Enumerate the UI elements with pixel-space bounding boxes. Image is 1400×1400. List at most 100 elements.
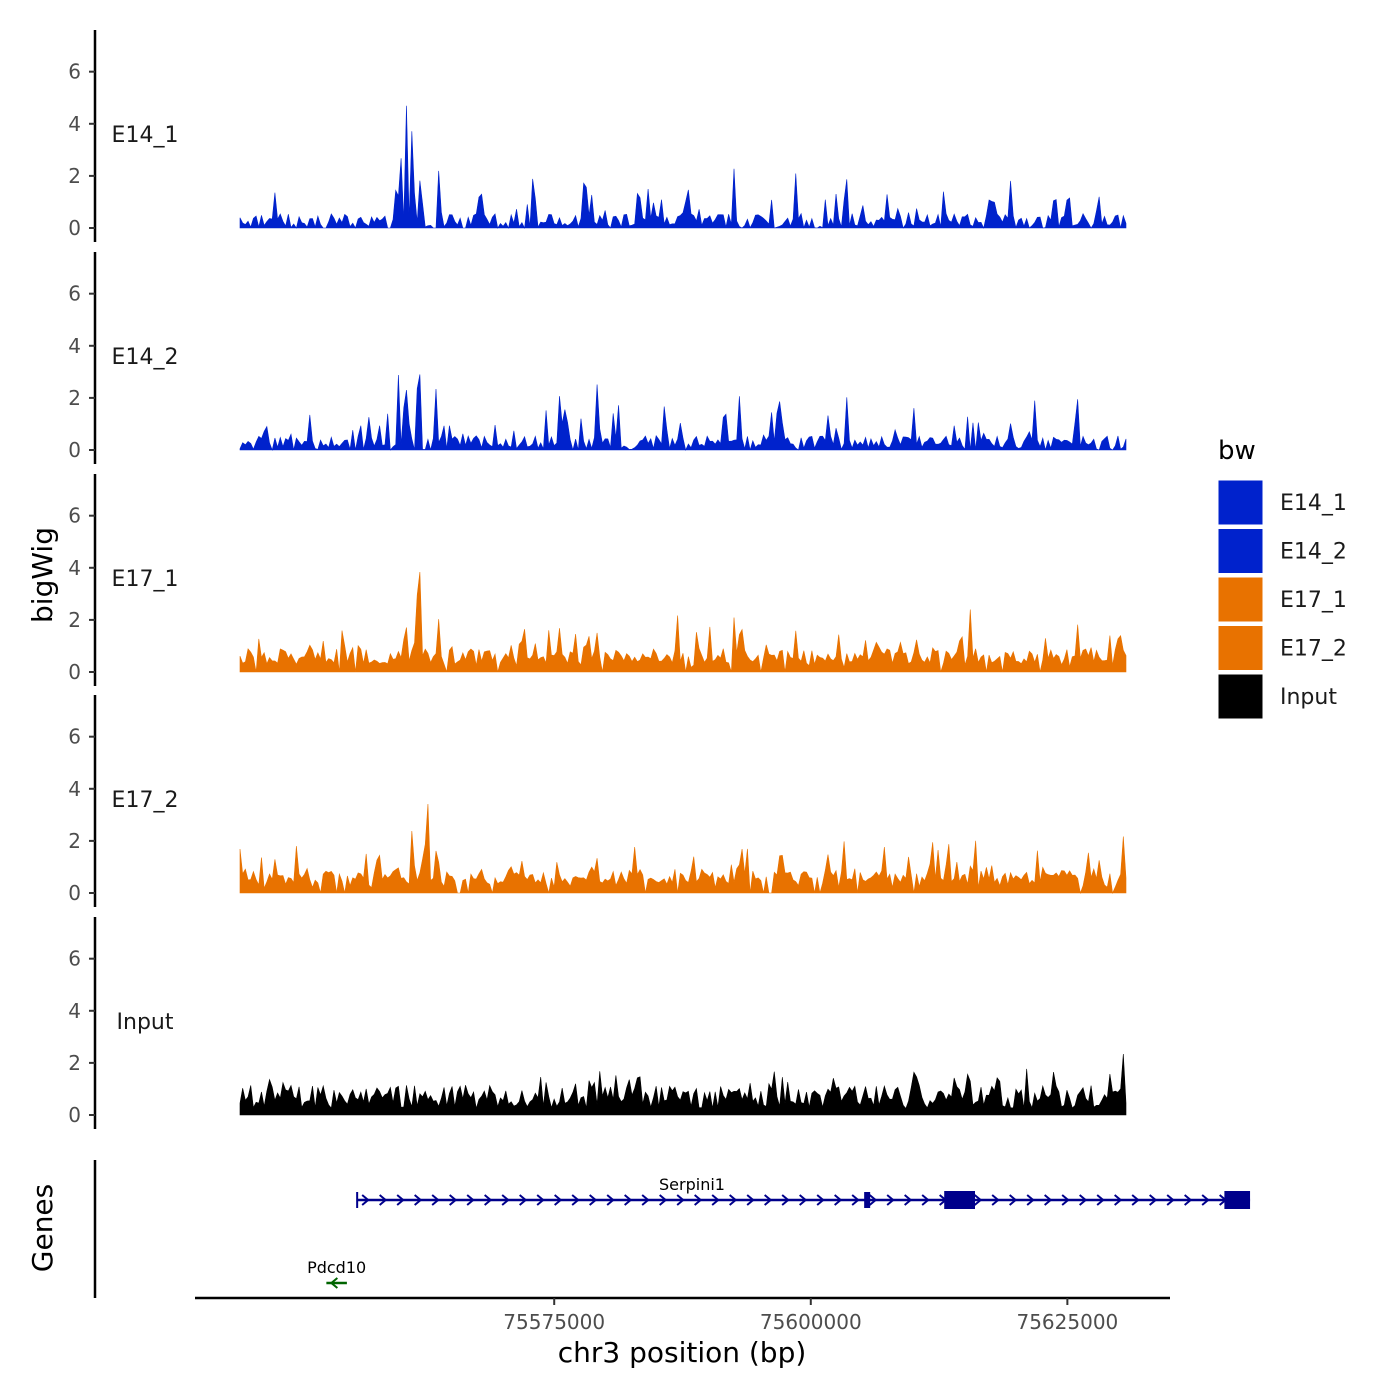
strand-chevron — [414, 1194, 423, 1206]
strand-chevron — [659, 1194, 668, 1206]
legend-label: E17_1 — [1280, 588, 1347, 613]
strand-chevron — [886, 1194, 895, 1206]
strand-chevron — [554, 1194, 563, 1206]
x-axis-title: chr3 position (bp) — [558, 1336, 807, 1369]
y-tick-label: 4 — [68, 112, 81, 136]
y-tick-label: 6 — [68, 725, 81, 749]
track-E14_1: 0 2 4 6 E14_1 — [68, 30, 1127, 242]
y-tick-label: 0 — [68, 438, 81, 462]
strand-chevron — [1131, 1194, 1140, 1206]
strand-chevron — [729, 1194, 738, 1206]
strand-chevron — [361, 1194, 370, 1206]
coverage-area — [239, 1054, 1127, 1116]
strand-chevron — [904, 1194, 913, 1206]
strand-chevron — [991, 1194, 1000, 1206]
strand-chevron — [834, 1194, 843, 1206]
strand-chevron — [1044, 1194, 1053, 1206]
strand-chevron — [641, 1194, 650, 1206]
y-tick-label: 0 — [68, 216, 81, 240]
gene-label: Serpini1 — [659, 1175, 725, 1194]
strand-chevron — [799, 1194, 808, 1206]
track-label: E17_1 — [112, 567, 179, 592]
legend-label: E14_2 — [1280, 540, 1347, 565]
y-tick-label: 6 — [68, 282, 81, 306]
genes-layer: Serpini1 Pdcd10 — [93, 1160, 1251, 1298]
coverage-area — [239, 572, 1127, 673]
y-tick-label: 4 — [68, 777, 81, 801]
strand-chevron — [816, 1194, 825, 1206]
x-tick-label: 75600000 — [760, 1310, 862, 1334]
strand-chevron — [431, 1194, 440, 1206]
strand-chevron — [921, 1194, 930, 1206]
strand-chevron — [1201, 1194, 1210, 1206]
coverage-area — [239, 803, 1127, 895]
legend-label: E14_1 — [1280, 491, 1347, 516]
y-tick-label: 2 — [68, 1051, 81, 1075]
legend-label: Input — [1280, 685, 1337, 710]
y-axis-title: bigWig — [26, 527, 59, 623]
strand-chevron — [329, 1277, 339, 1289]
legend-swatch — [1217, 479, 1264, 526]
legend-swatch — [1217, 528, 1264, 574]
strand-chevron — [536, 1194, 545, 1206]
y-tick-label: 4 — [68, 556, 81, 580]
strand-chevron — [1079, 1194, 1088, 1206]
legend-label: E17_2 — [1280, 637, 1347, 662]
coverage-area — [239, 374, 1127, 452]
y-tick-label: 2 — [68, 608, 81, 632]
legend-title: bw — [1218, 436, 1256, 466]
strand-chevron — [589, 1194, 598, 1206]
strand-chevron — [1061, 1194, 1070, 1206]
y-tick-label: 6 — [68, 504, 81, 528]
strand-chevron — [1149, 1194, 1158, 1206]
strand-chevron — [1114, 1194, 1123, 1206]
genes-axis-title: Genes — [26, 1184, 59, 1272]
strand-chevron — [466, 1194, 475, 1206]
track-Input: 0 2 4 6 Input — [68, 917, 1127, 1129]
x-tick-label: 75625000 — [1016, 1310, 1118, 1334]
legend: bw E14_1 E14_2 E17_1 E17_2 Input — [1217, 436, 1347, 720]
strand-chevron — [764, 1194, 773, 1206]
strand-chevron — [449, 1194, 458, 1206]
strand-chevron — [1096, 1194, 1105, 1206]
y-tick-label: 4 — [68, 334, 81, 358]
track-label: E14_2 — [112, 345, 179, 370]
strand-chevron — [1166, 1194, 1175, 1206]
legend-swatch — [1217, 576, 1264, 623]
x-tick-label: 75575000 — [503, 1310, 605, 1334]
track-label: E17_2 — [112, 788, 179, 813]
track-label: E14_1 — [112, 123, 179, 148]
strand-chevron — [694, 1194, 703, 1206]
y-tick-label: 2 — [68, 164, 81, 188]
y-tick-label: 0 — [68, 1103, 81, 1127]
strand-chevron — [606, 1194, 615, 1206]
legend-swatch — [1217, 625, 1264, 671]
strand-chevron — [484, 1194, 493, 1206]
strand-chevron — [1184, 1194, 1193, 1206]
strand-chevron — [624, 1194, 633, 1206]
strand-chevron — [711, 1194, 720, 1206]
track-E14_2: 0 2 4 6 E14_2 — [68, 252, 1127, 464]
strand-chevron — [746, 1194, 755, 1206]
legend-swatch — [1217, 673, 1264, 720]
track-label: Input — [117, 1010, 174, 1035]
coverage-area — [239, 105, 1127, 230]
track-E17_2: 0 2 4 6 E17_2 — [68, 695, 1127, 907]
strand-chevron — [676, 1194, 685, 1206]
y-tick-label: 4 — [68, 999, 81, 1023]
strand-chevron — [869, 1194, 878, 1206]
exon — [1224, 1191, 1251, 1209]
strand-chevron — [1009, 1194, 1018, 1206]
strand-chevron — [519, 1194, 528, 1206]
strand-chevron — [396, 1194, 405, 1206]
exon — [944, 1191, 975, 1209]
y-tick-label: 0 — [68, 881, 81, 905]
gene-label: Pdcd10 — [307, 1258, 366, 1277]
strand-chevron — [781, 1194, 790, 1206]
track-E17_1: 0 2 4 6 E17_1 — [68, 474, 1127, 686]
y-tick-label: 6 — [68, 947, 81, 971]
strand-chevron — [379, 1194, 388, 1206]
y-tick-label: 2 — [68, 386, 81, 410]
strand-chevron — [571, 1194, 580, 1206]
